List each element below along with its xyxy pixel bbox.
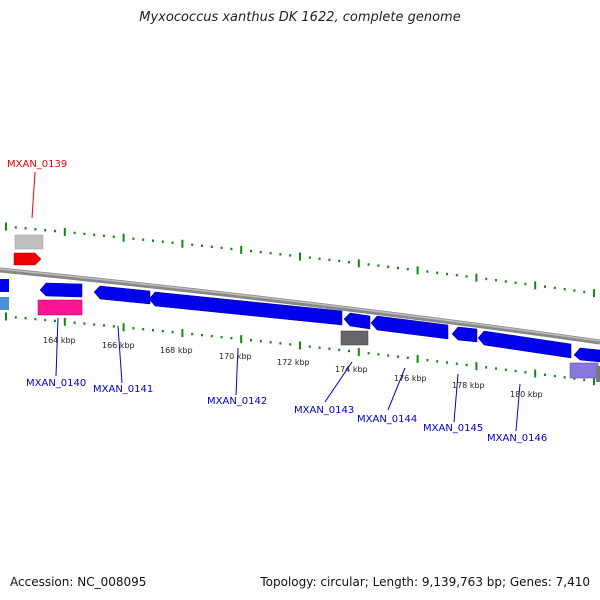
- outer-tick-arc: [5, 222, 595, 298]
- scale-label-180: 180 kbp: [510, 390, 543, 399]
- scale-label-176: 176 kbp: [394, 374, 427, 383]
- gene-grey-edge[interactable]: [596, 366, 600, 382]
- gene-label-mxan-0139[interactable]: MXAN_0139: [7, 159, 67, 170]
- gene-label-mxan-0146[interactable]: MXAN_0146: [487, 433, 547, 444]
- gene-mxan-0144[interactable]: [370, 315, 449, 340]
- gene-lavender[interactable]: [569, 362, 599, 379]
- gene-label-mxan-0144[interactable]: MXAN_0144: [357, 414, 417, 425]
- gene-mxan-0141[interactable]: [93, 285, 151, 305]
- gene-mxan-0140[interactable]: [39, 282, 83, 298]
- gene-light-blue[interactable]: [0, 297, 9, 310]
- gene-mxan-0145[interactable]: [451, 326, 478, 343]
- gene-pink[interactable]: [37, 299, 83, 316]
- gene-mxan-0142[interactable]: [148, 291, 343, 326]
- genome-backbone-highlight: [0, 268, 600, 342]
- scale-label-172: 172 kbp: [277, 358, 310, 367]
- gene-label-mxan-0140[interactable]: MXAN_0140: [26, 378, 86, 389]
- scale-label-164: 164 kbp: [43, 336, 76, 345]
- scale-label-170: 170 kbp: [219, 352, 252, 361]
- scale-label-174: 174 kbp: [335, 365, 368, 374]
- gene-label-mxan-0141[interactable]: MXAN_0141: [93, 384, 153, 395]
- gene-right-edge[interactable]: [573, 347, 600, 363]
- accession-text: Accession: NC_008095: [10, 575, 147, 589]
- gene-mxan-0146[interactable]: [477, 330, 572, 359]
- gene-label-mxan-0142[interactable]: MXAN_0142: [207, 396, 267, 407]
- scale-label-178: 178 kbp: [452, 381, 485, 390]
- genome-title: Myxococcus xanthus DK 1622, complete gen…: [139, 10, 461, 25]
- scale-label-168: 168 kbp: [160, 346, 193, 355]
- gene-edge-left[interactable]: [0, 279, 9, 292]
- gene-grey-upper[interactable]: [14, 234, 44, 250]
- scale-label-166: 166 kbp: [102, 341, 135, 350]
- genome-summary-text: Topology: circular; Length: 9,139,763 bp…: [260, 575, 590, 589]
- gene-mxan-0143a[interactable]: [343, 312, 371, 330]
- gene-label-mxan-0145[interactable]: MXAN_0145: [423, 423, 483, 434]
- gene-mxan-0139[interactable]: [13, 252, 42, 266]
- leader-lines: [31, 171, 521, 432]
- gene-label-mxan-0143[interactable]: MXAN_0143: [294, 405, 354, 416]
- inner-tick-arc: [5, 312, 595, 386]
- gene-grey-lower[interactable]: [340, 330, 369, 346]
- genome-backbone: [0, 267, 600, 345]
